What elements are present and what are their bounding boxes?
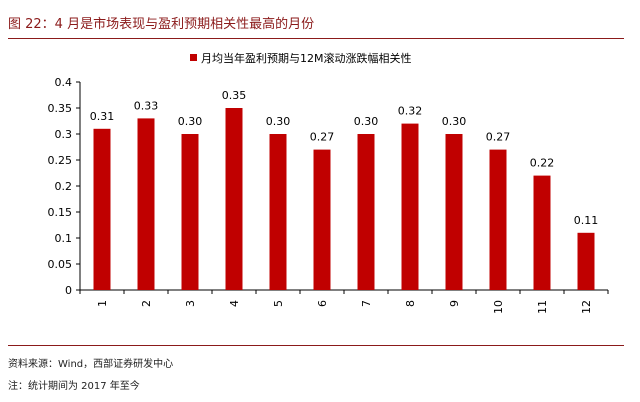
figure-title: 图 22：4 月是市场表现与盈利预期相关性最高的月份 <box>8 17 315 32</box>
y-tick-label: 0.35 <box>48 102 73 115</box>
y-tick-label: 0.3 <box>55 128 73 141</box>
data-label: 0.31 <box>90 110 115 123</box>
data-label: 0.30 <box>178 115 203 128</box>
x-tick-label: 3 <box>184 300 197 307</box>
bar-month-5 <box>269 134 287 290</box>
bar-month-2 <box>137 118 155 291</box>
period-note: 注：统计期间为 2017 年至今 <box>8 381 140 392</box>
x-tick-label: 4 <box>228 300 241 307</box>
bar-month-9 <box>445 134 463 290</box>
legend-swatch <box>190 54 197 61</box>
data-label: 0.22 <box>530 157 555 170</box>
data-label: 0.27 <box>310 131 335 144</box>
chart-legend: 月均当年盈利预期与12M滚动涨跌幅相关性 <box>190 51 412 65</box>
bar-month-6 <box>313 149 331 290</box>
y-tick-label: 0.1 <box>55 232 73 245</box>
bar-month-4 <box>225 108 243 290</box>
title-rule <box>8 38 624 39</box>
bar-month-1 <box>93 128 111 290</box>
bar-month-8 <box>401 123 419 290</box>
data-label: 0.32 <box>398 105 423 118</box>
legend-label: 月均当年盈利预期与12M滚动涨跌幅相关性 <box>201 51 412 65</box>
bar-month-11 <box>533 175 551 290</box>
x-tick-label: 8 <box>404 300 417 307</box>
data-label: 0.33 <box>134 99 159 112</box>
x-tick-label: 11 <box>536 300 549 314</box>
footer-rule <box>8 345 624 346</box>
source-note: 资料来源：Wind，西部证券研发中心 <box>8 359 174 370</box>
data-label: 0.35 <box>222 89 247 102</box>
x-tick-label: 2 <box>140 300 153 307</box>
bar-month-3 <box>181 134 199 290</box>
x-tick-label: 1 <box>96 300 109 307</box>
y-tick-label: 0.4 <box>55 76 73 89</box>
data-label: 0.30 <box>442 115 467 128</box>
x-tick-label: 7 <box>360 300 373 307</box>
data-label: 0.11 <box>574 214 599 227</box>
bar-month-12 <box>577 232 595 290</box>
data-label: 0.27 <box>486 131 511 144</box>
y-tick-label: 0 <box>65 284 72 297</box>
x-tick-label: 5 <box>272 300 285 307</box>
x-tick-label: 6 <box>316 300 329 307</box>
bar-month-10 <box>489 149 507 290</box>
data-label: 0.30 <box>266 115 291 128</box>
x-tick-label: 10 <box>492 300 505 314</box>
bar-chart: 月均当年盈利预期与12M滚动涨跌幅相关性 0 0.05 0.1 0.15 0.2 0.25… <box>48 51 609 314</box>
y-tick-label: 0.25 <box>48 154 73 167</box>
bar-month-7 <box>357 134 375 290</box>
y-tick-label: 0.05 <box>48 258 73 271</box>
y-tick-label: 0.15 <box>48 206 73 219</box>
x-tick-label: 9 <box>448 300 461 307</box>
data-label: 0.30 <box>354 115 379 128</box>
y-tick-label: 0.2 <box>55 180 73 193</box>
x-tick-label: 12 <box>580 300 593 314</box>
